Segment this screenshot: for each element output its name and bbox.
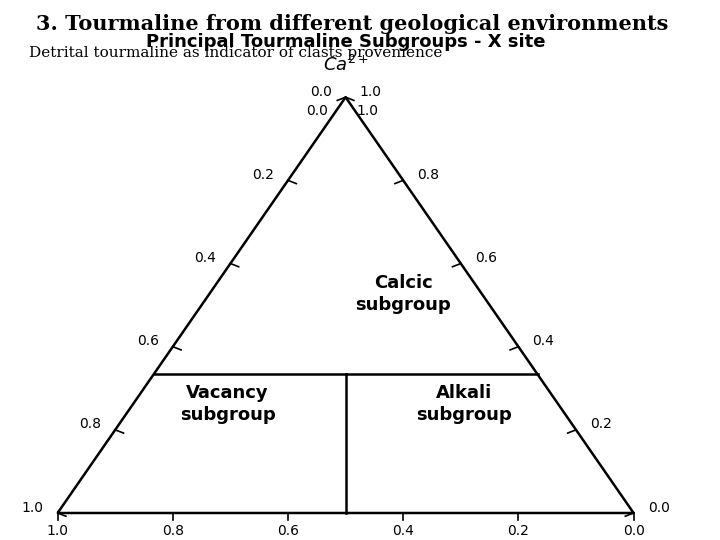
Text: 0.4: 0.4 (392, 524, 414, 538)
Text: 0.2: 0.2 (252, 168, 274, 182)
Text: 0.4: 0.4 (194, 251, 216, 265)
Text: 0.0: 0.0 (310, 85, 331, 99)
Text: 0.0: 0.0 (306, 104, 328, 118)
Text: 0.8: 0.8 (418, 168, 439, 182)
Text: 0.0: 0.0 (648, 501, 670, 515)
Text: 1.0: 1.0 (360, 85, 382, 99)
Text: 0.6: 0.6 (137, 334, 158, 348)
Text: Alkali
subgroup: Alkali subgroup (416, 383, 511, 424)
Text: 0.6: 0.6 (277, 524, 299, 538)
Text: 0.4: 0.4 (533, 334, 554, 348)
Text: $\mathit{Ca}^{2+}$: $\mathit{Ca}^{2+}$ (323, 55, 369, 75)
Text: Detrital tourmaline as indicator of clasts provenience: Detrital tourmaline as indicator of clas… (29, 46, 442, 60)
Text: 0.8: 0.8 (162, 524, 184, 538)
Text: Calcic
subgroup: Calcic subgroup (356, 274, 451, 314)
Text: 0.0: 0.0 (623, 524, 644, 538)
Text: 3. Tourmaline from different geological environments: 3. Tourmaline from different geological … (36, 14, 668, 33)
Text: Principal Tourmaline Subgroups - X site: Principal Tourmaline Subgroups - X site (146, 33, 545, 51)
Text: 0.6: 0.6 (475, 251, 497, 265)
Text: 0.2: 0.2 (590, 417, 612, 431)
Text: Vacancy
subgroup: Vacancy subgroup (180, 383, 275, 424)
Text: 1.0: 1.0 (47, 524, 68, 538)
Text: 1.0: 1.0 (22, 501, 43, 515)
Text: 0.8: 0.8 (79, 417, 101, 431)
Text: 1.0: 1.0 (356, 104, 379, 118)
Text: 0.2: 0.2 (508, 524, 529, 538)
